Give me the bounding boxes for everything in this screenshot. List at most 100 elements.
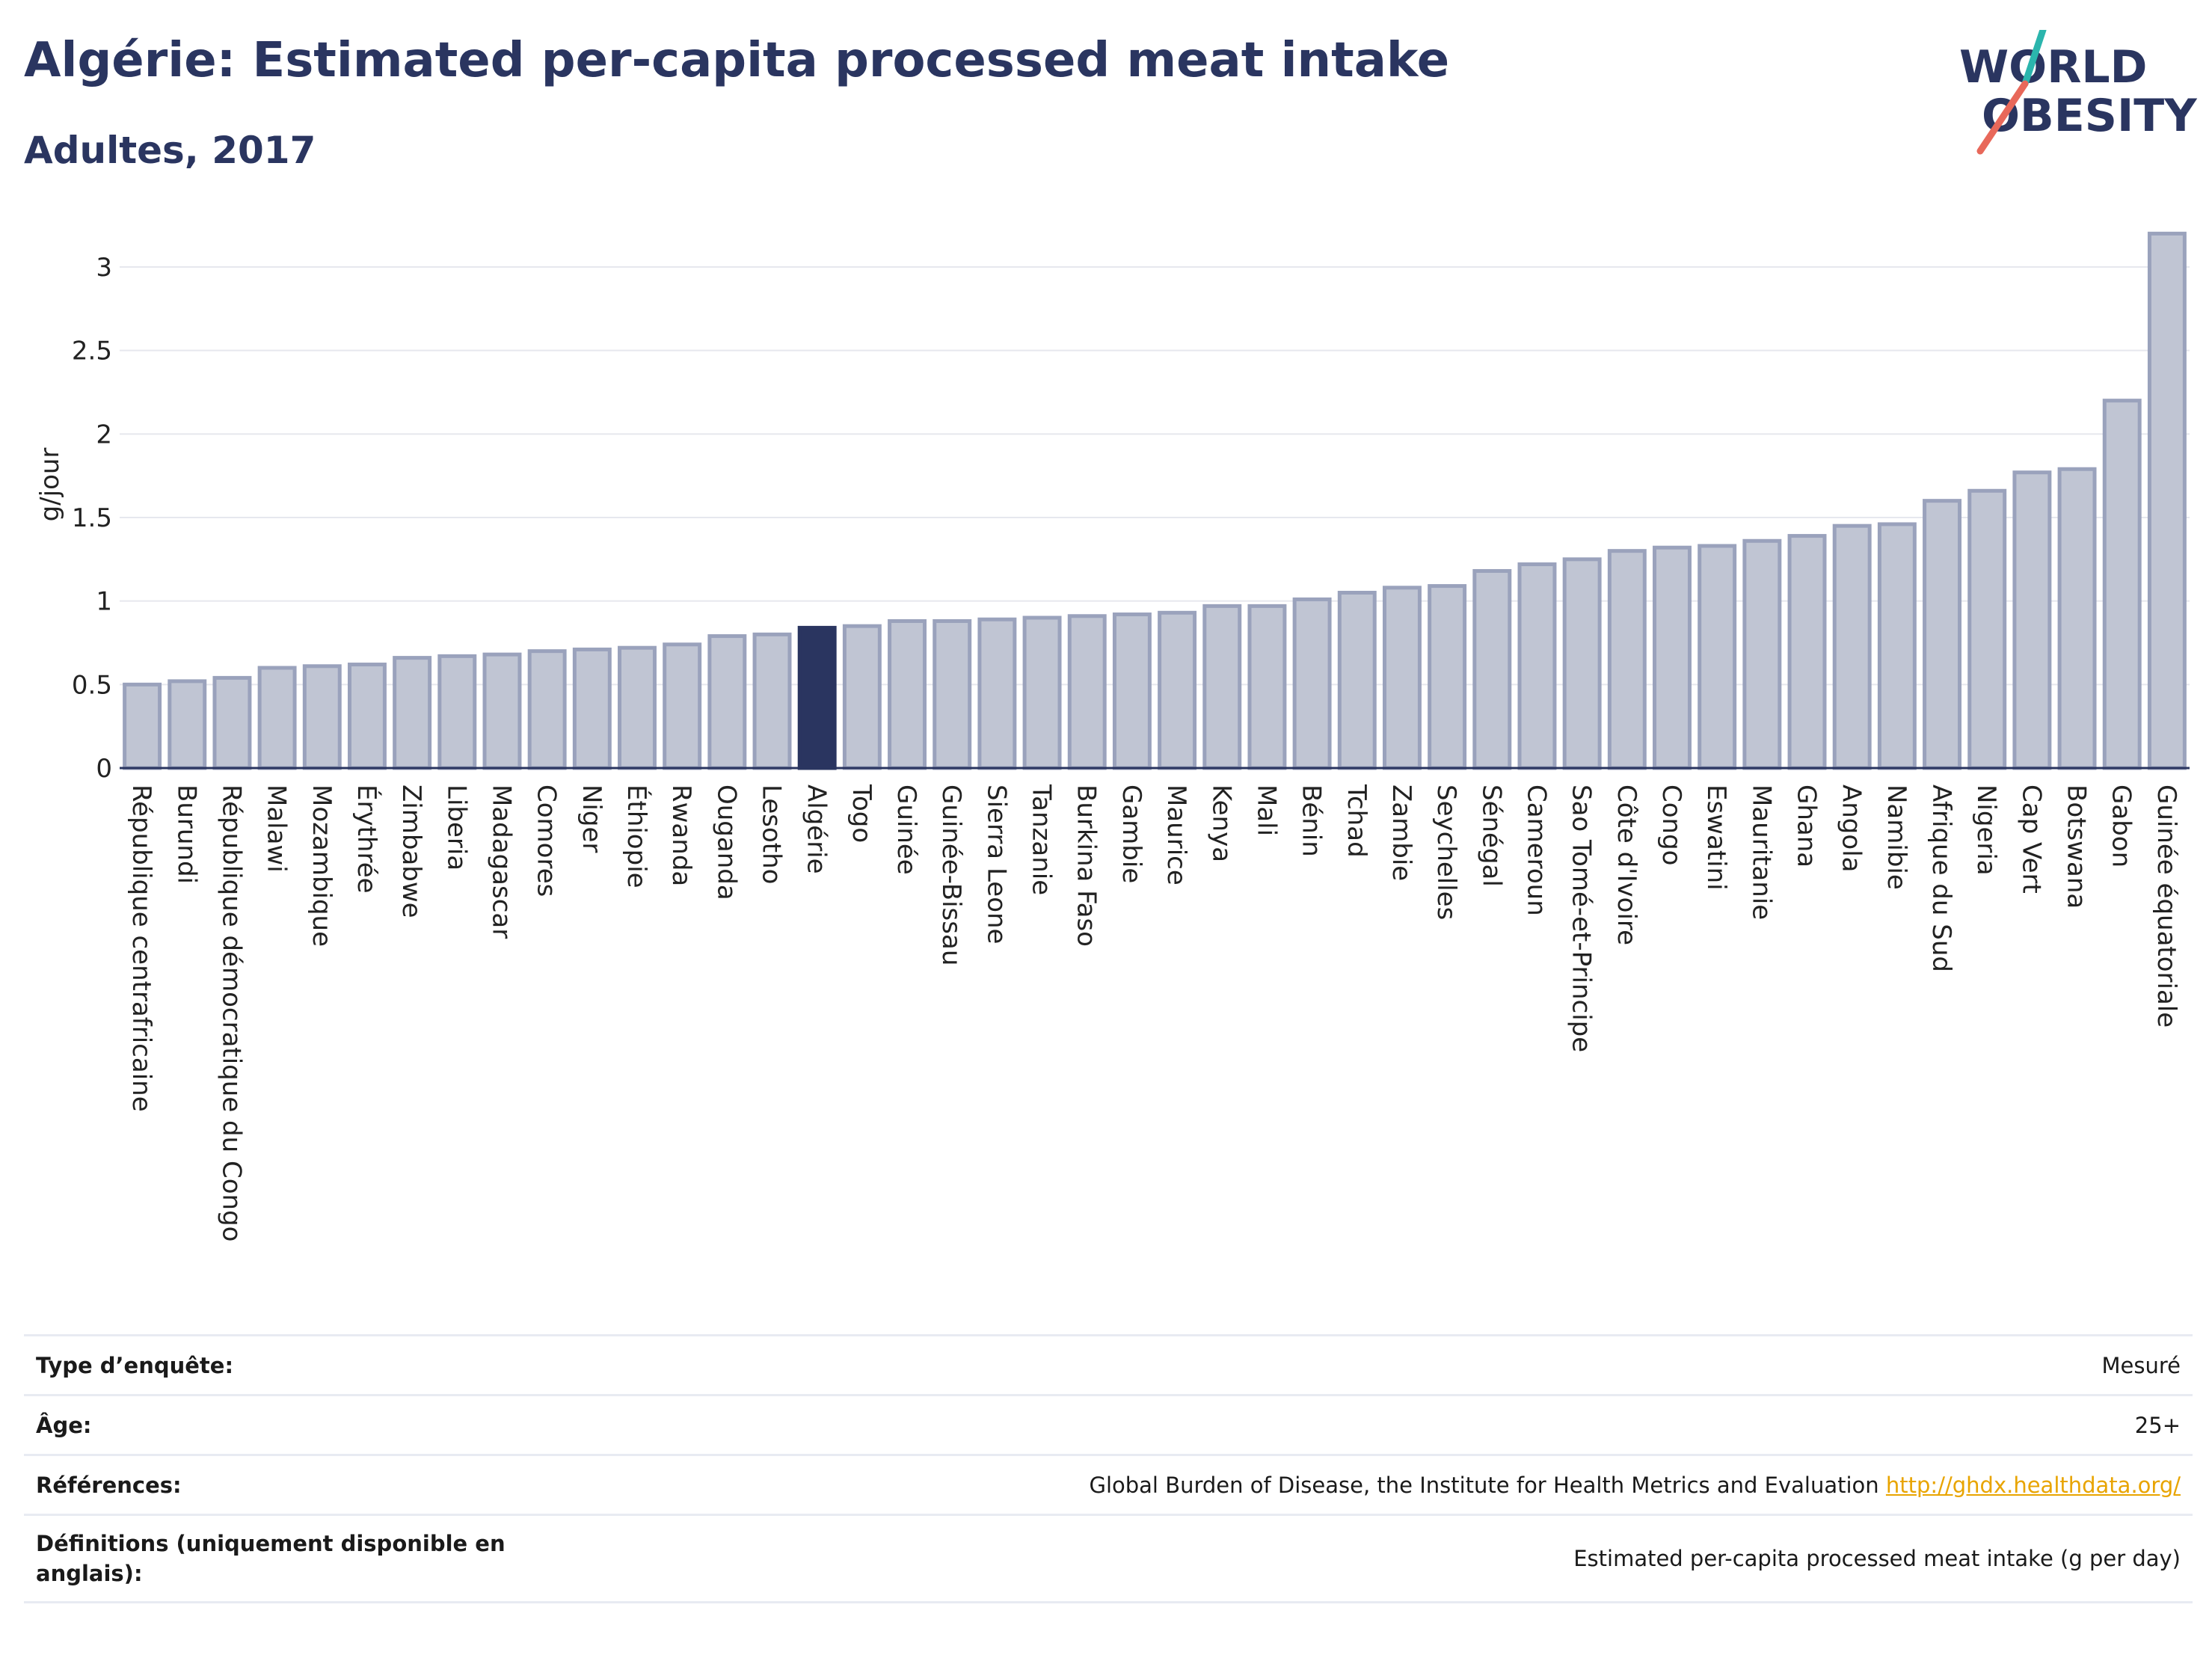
x-tick-label: Mali <box>1251 784 1281 836</box>
bar[interactable] <box>1653 545 1692 770</box>
bar[interactable] <box>1742 538 1782 770</box>
x-tick-label: Zambie <box>1386 784 1416 881</box>
x-tick-label: Burkina Faso <box>1072 784 1102 947</box>
bar[interactable] <box>1158 610 1197 770</box>
x-tick-label: Malawi <box>262 784 292 873</box>
chart-subtitle: Adultes, 2017 <box>24 129 316 172</box>
x-tick-label: Namibie <box>1881 784 1911 890</box>
x-tick-label: Tchad <box>1342 784 1371 858</box>
info-table: Type d’enquête: Mesuré Âge: 25+ Références: G… <box>24 1334 2193 1603</box>
bar[interactable] <box>572 647 612 770</box>
x-tick-label: Bénin <box>1297 784 1327 857</box>
bar[interactable] <box>1877 522 1917 770</box>
bar[interactable] <box>842 624 882 770</box>
bar[interactable] <box>1698 544 1737 770</box>
bar[interactable] <box>1292 597 1332 770</box>
bar[interactable] <box>707 634 747 770</box>
bar[interactable] <box>1967 488 2007 770</box>
x-tick-label: Botswana <box>2062 784 2092 909</box>
bar[interactable] <box>1337 591 1377 770</box>
x-tick-label: Liberia <box>441 784 471 871</box>
bar[interactable] <box>302 664 342 770</box>
bar-chart: 0 0.5 1 1.5 2 2.5 3 République centrafricaine Bu… <box>35 231 2190 1241</box>
bar[interactable] <box>933 618 972 770</box>
y-tick-label: 2.5 <box>72 337 112 366</box>
x-tick-label: Sao Tomé-et-Principe <box>1567 784 1597 1052</box>
x-tick-label: Ghana <box>1792 784 1822 868</box>
info-label: Âge: <box>36 1412 92 1438</box>
info-label: Type d’enquête: <box>36 1352 234 1378</box>
bar[interactable] <box>1022 615 1062 770</box>
x-tick-label: Angola <box>1837 784 1867 872</box>
bar[interactable] <box>1787 534 1827 770</box>
y-tick-label: 1.5 <box>72 503 112 533</box>
info-value-text: 25+ <box>2134 1412 2181 1438</box>
info-row: Références: Global Burden of Disease, the… <box>24 1454 2193 1514</box>
bar[interactable] <box>888 618 927 770</box>
chart-title: Algérie: Estimated per-capita processed … <box>24 33 1450 88</box>
y-tick-label: 2 <box>96 420 112 449</box>
bar[interactable] <box>168 679 207 770</box>
x-tick-label: Cameroun <box>1521 784 1551 916</box>
bar[interactable] <box>1923 499 1962 770</box>
x-tick-label: Afrique du Sud <box>1926 784 1956 972</box>
x-tick-label: Sénégal <box>1476 784 1506 887</box>
bar[interactable] <box>1607 549 1647 770</box>
bar[interactable] <box>2147 231 2187 770</box>
bar[interactable] <box>2057 467 2097 770</box>
bar[interactable] <box>1247 604 1287 770</box>
bar[interactable] <box>752 632 792 770</box>
bar[interactable] <box>123 682 162 770</box>
x-tick-label: Nigeria <box>1971 784 2001 876</box>
x-tick-label: Lesotho <box>757 784 787 884</box>
x-tick-label: Cap Vert <box>2016 784 2046 894</box>
bar[interactable] <box>1428 584 1467 770</box>
bar[interactable] <box>1472 568 1512 770</box>
bar[interactable] <box>257 666 297 770</box>
x-tick-label: Guinée équatoriale <box>2151 784 2181 1028</box>
axes: 0 0.5 1 1.5 2 2.5 3 République centrafricaine Bu… <box>72 253 2190 1241</box>
x-tick-label: Guinée <box>891 784 921 875</box>
x-tick-label: Madagascar <box>486 784 516 939</box>
y-tick-label: 1 <box>96 587 112 617</box>
x-tick-label: République centrafricaine <box>126 784 156 1112</box>
x-tick-label: Maurice <box>1161 784 1191 885</box>
bar[interactable] <box>1067 614 1107 770</box>
x-tick-label: Kenya <box>1206 784 1236 862</box>
x-tick-label: Rwanda <box>666 784 696 886</box>
bar[interactable] <box>1562 557 1602 770</box>
bar[interactable] <box>347 663 387 770</box>
bar-highlight[interactable] <box>797 625 837 770</box>
bar[interactable] <box>1517 562 1557 770</box>
bar[interactable] <box>2012 470 2052 770</box>
info-value: Estimated per-capita processed meat inta… <box>1573 1544 2181 1573</box>
bar[interactable] <box>663 642 702 770</box>
info-row: Âge: 25+ <box>24 1394 2193 1454</box>
x-tick-label: Gabon <box>2107 784 2136 868</box>
bar[interactable] <box>1202 604 1242 770</box>
x-tick-label: Ouganda <box>711 784 741 900</box>
x-tick-label: Gambie <box>1116 784 1146 883</box>
y-axis-title: g/jour <box>35 448 65 522</box>
reference-link[interactable]: http://ghdx.healthdata.org/ <box>1885 1472 2181 1498</box>
bar[interactable] <box>977 617 1017 770</box>
bar[interactable] <box>482 652 522 770</box>
x-tick-label: Niger <box>577 784 606 853</box>
bar[interactable] <box>393 656 432 770</box>
info-row: Type d’enquête: Mesuré <box>24 1334 2193 1394</box>
bar[interactable] <box>1112 612 1152 770</box>
bar[interactable] <box>527 649 567 770</box>
x-tick-label: Burundi <box>171 784 201 884</box>
x-tick-label: Togo <box>847 784 876 843</box>
bar[interactable] <box>437 654 477 770</box>
x-tick-label: Zimbabwe <box>396 784 426 918</box>
bar[interactable] <box>1382 586 1422 770</box>
bar[interactable] <box>618 645 657 770</box>
bar[interactable] <box>2102 399 2142 770</box>
info-value: Global Burden of Disease, the Institute … <box>1089 1470 2181 1500</box>
bar[interactable] <box>1832 523 1872 770</box>
info-value: Mesuré <box>2102 1351 2181 1381</box>
x-tick-label: Érythrée <box>351 784 382 894</box>
x-tick-label: Sierra Leone <box>981 784 1011 944</box>
bar[interactable] <box>212 675 252 770</box>
